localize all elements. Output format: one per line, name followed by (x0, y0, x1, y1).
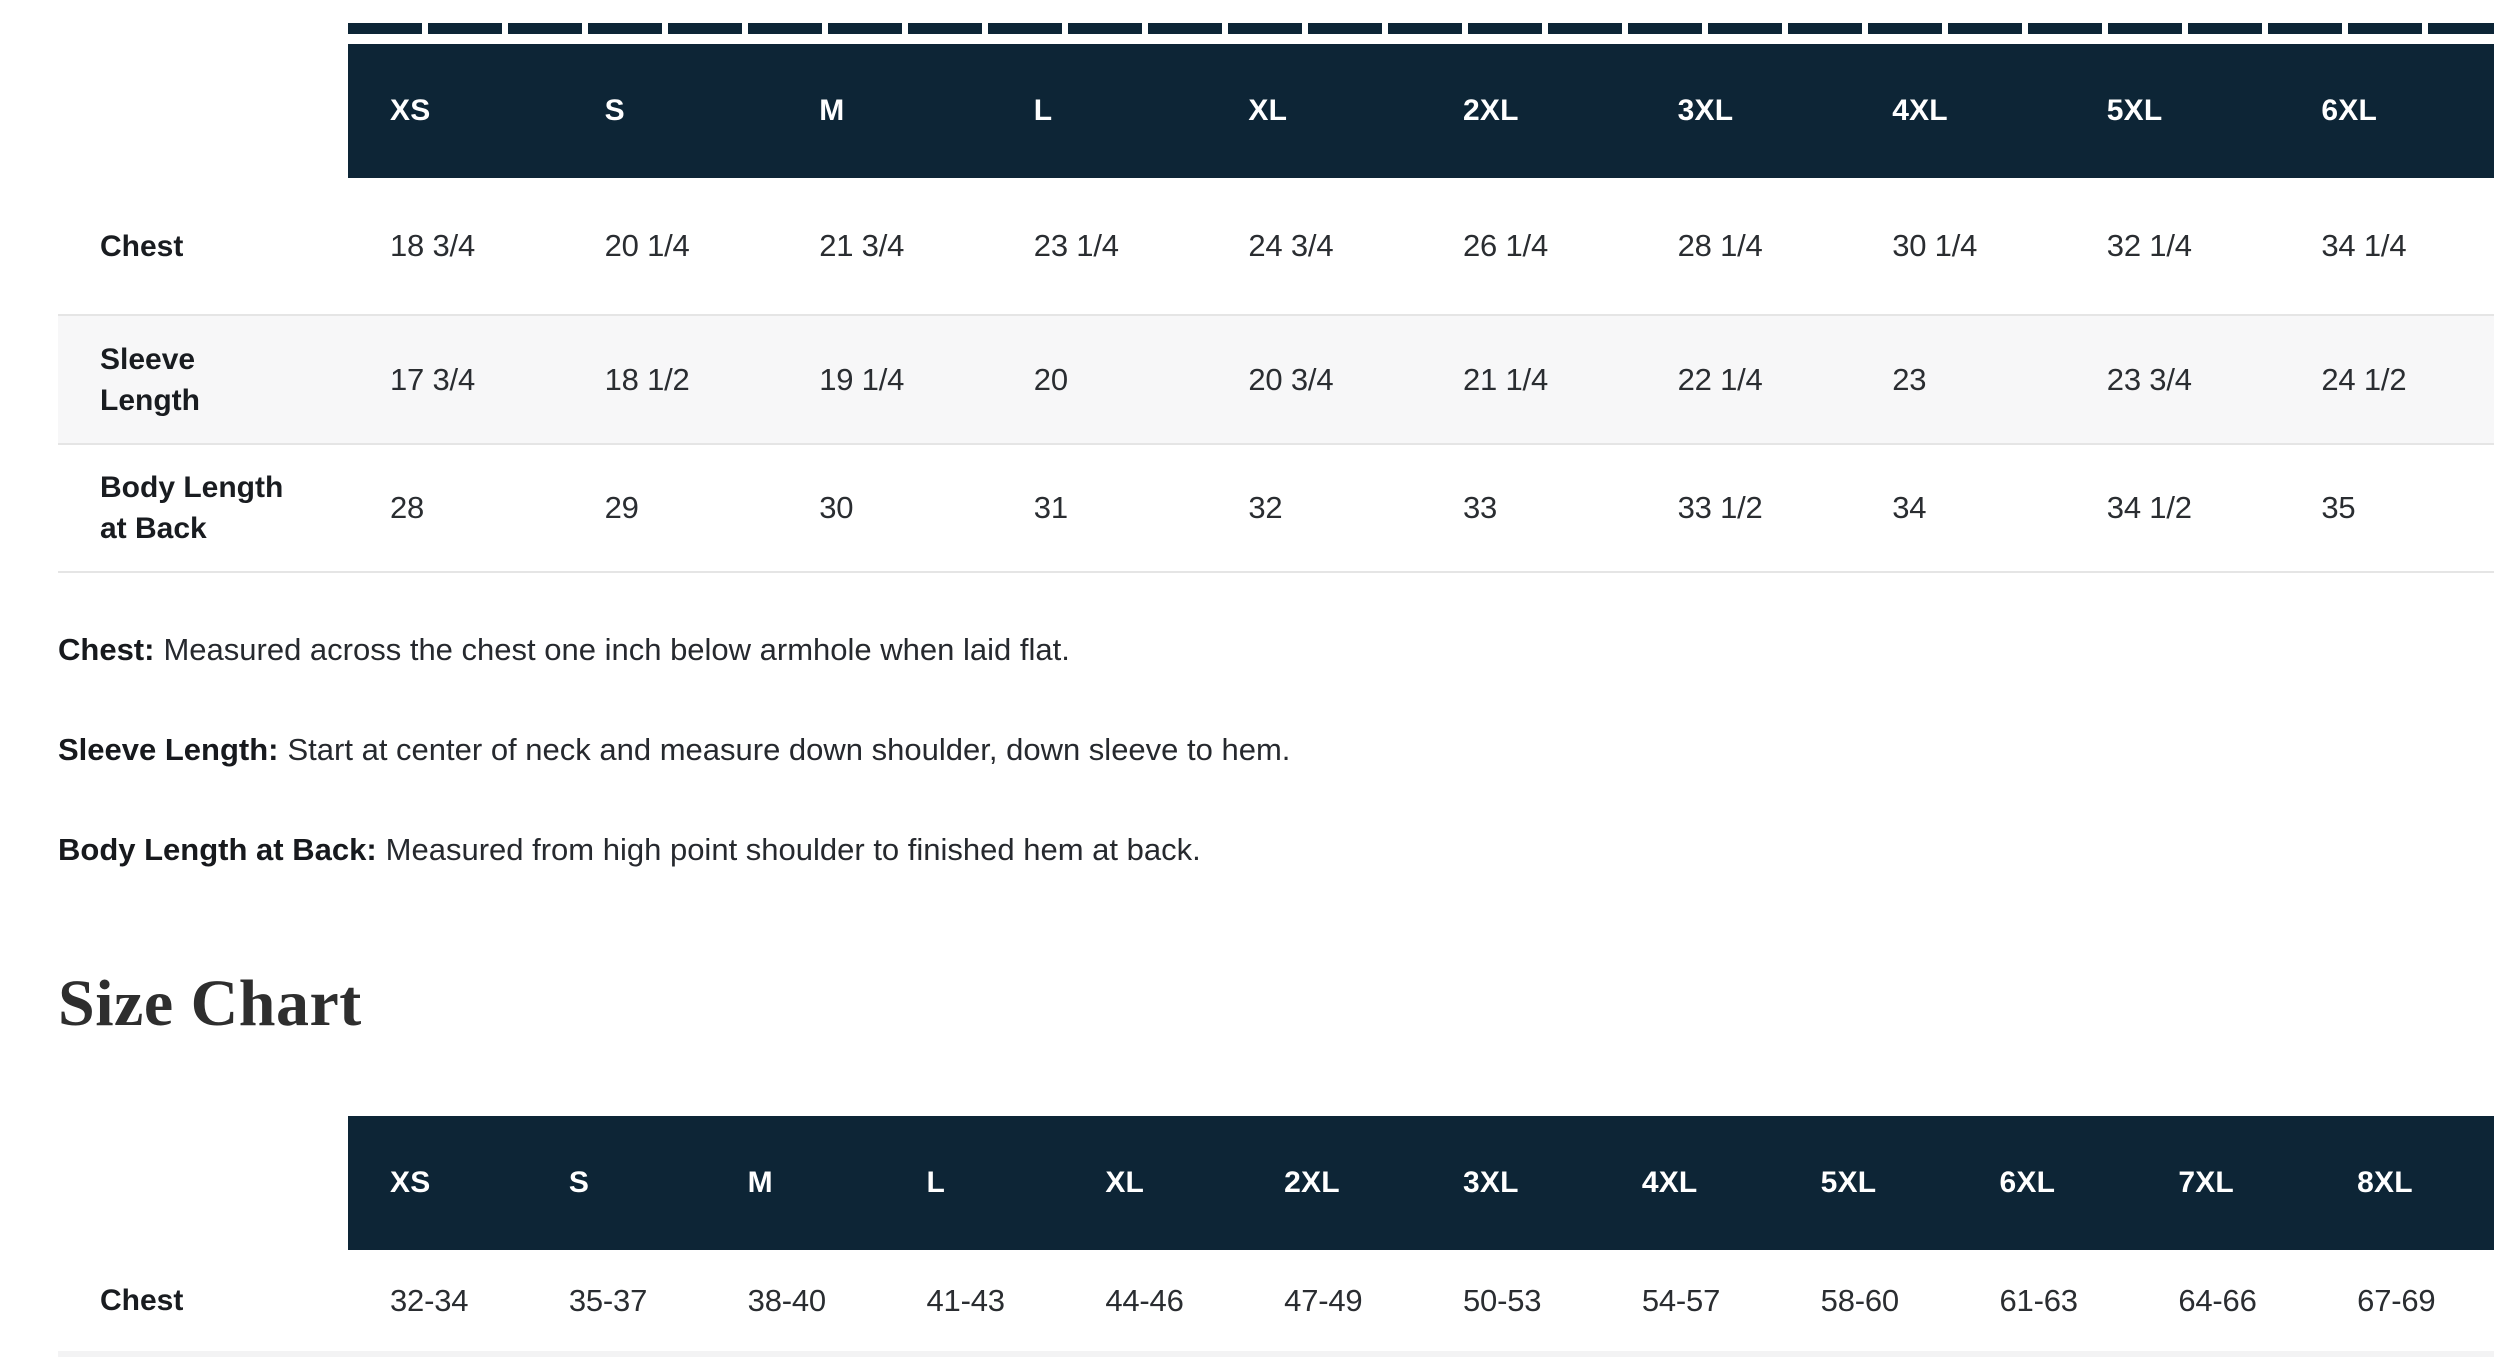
measurement-cell: 21 3/4 (819, 228, 905, 263)
size-column-header: XL (1063, 1116, 1243, 1250)
measurement-cell: 30 (819, 490, 854, 525)
measurement-cell: 29 (604, 490, 639, 525)
size-column-header: 7XL (2136, 1116, 2316, 1250)
measurement-cell: 17 3/4 (390, 361, 475, 397)
measurement-note: Sleeve Length: Start at center of neck an… (58, 730, 2494, 770)
measurement-cell: 61-63 (1999, 1282, 2078, 1318)
measurement-cell: 54-57 (1641, 1282, 1721, 1318)
size-column-header: 2XL (1242, 1116, 1421, 1250)
size-column-header: 5XL (2064, 44, 2280, 178)
size-column-header: S (562, 44, 778, 178)
size-chart-table: XS S M L XL 2XL 3XL 4XL 5XL 6XL 7XL 8XL Chest 32-34 35… (58, 1116, 2494, 1351)
size-column-header: L (991, 44, 1207, 178)
measurement-cell: 58-60 (1820, 1282, 1899, 1318)
table-header-row: XS S M L XL 2XL 3XL 4XL 5XL 6XL 7XL 8XL (58, 1116, 2494, 1250)
measurement-cell: 67-69 (2357, 1282, 2436, 1318)
table-row: Chest 18 3/4 20 1/4 21 3/4 23 1/4 24 3/4 26 1/… (58, 178, 2494, 314)
size-column-header: L (884, 1116, 1064, 1250)
note-term: Sleeve Length: (58, 732, 279, 767)
measurement-cell: 19 1/4 (819, 361, 905, 397)
table-header-row: XS S M L XL 2XL 3XL 4XL 5XL 6XL (58, 44, 2494, 178)
measurement-cell: 20 (1033, 361, 1068, 397)
measurement-cell: 22 1/4 (1677, 361, 1763, 397)
measurement-note: Body Length at Back: Measured from high p… (58, 830, 2494, 870)
row-label: Chest (100, 1284, 184, 1317)
size-column-header: M (777, 44, 992, 178)
measurement-cell: 38-40 (747, 1282, 826, 1318)
size-chart-page: XS S M L XL 2XL 3XL 4XL 5XL 6XL Chest 18 3/4 20 1/4 2… (58, 0, 2494, 1357)
measurement-cell: 33 1/2 (1677, 490, 1763, 525)
measurement-cell: 21 1/4 (1463, 361, 1548, 397)
page-title: Size Chart (58, 967, 362, 1040)
cropped-next-row-strip (58, 1351, 2494, 1357)
measurement-cell: 32-34 (390, 1282, 469, 1318)
measurement-cell: 31 (1033, 490, 1068, 525)
measurement-cell: 26 1/4 (1463, 228, 1548, 263)
row-label: Body Length at Back (100, 471, 284, 545)
measurement-cell: 20 3/4 (1248, 361, 1334, 397)
note-text: Start at center of neck and measure down… (287, 732, 1291, 767)
size-column-header: 4XL (1599, 1116, 1779, 1250)
header-spacer (58, 1116, 348, 1250)
size-column-header: XL (1206, 44, 1421, 178)
measurement-cell: 23 (1892, 361, 1927, 397)
size-column-header: 8XL (2315, 1116, 2494, 1250)
note-term: Chest: (58, 632, 155, 667)
measurement-cell: 35-37 (568, 1282, 648, 1318)
size-column-header: M (705, 1116, 885, 1250)
measurement-note: Chest: Measured across the chest one inch… (58, 630, 2494, 670)
note-text: Measured from high point shoulder to fin… (385, 832, 1201, 867)
row-label-cell: Body Length at Back (58, 445, 348, 571)
measurement-cell: 34 1/2 (2106, 490, 2192, 525)
measurement-cell: 32 (1248, 490, 1283, 525)
row-label-cell: Chest (58, 178, 348, 314)
measurement-cell: 44-46 (1105, 1282, 1184, 1318)
size-column-header: 3XL (1635, 44, 1851, 178)
table-row: Chest 32-34 35-37 38-40 41-43 44-46 47-49 50-53… (58, 1250, 2494, 1351)
size-column-header: 5XL (1778, 1116, 1958, 1250)
measurement-table: XS S M L XL 2XL 3XL 4XL 5XL 6XL Chest 18 3/4 20 1/4 2… (58, 44, 2494, 573)
measurement-cell: 28 1/4 (1677, 228, 1763, 263)
size-column-header: S (526, 1116, 706, 1250)
size-column-header: 6XL (2279, 44, 2494, 178)
measurement-cell: 47-49 (1284, 1282, 1363, 1318)
measurement-cell: 24 3/4 (1248, 228, 1334, 263)
measurement-cell: 18 3/4 (390, 228, 475, 263)
row-label-cell: Sleeve Length (58, 316, 348, 443)
measurement-cell: 35 (2321, 490, 2356, 525)
measurement-cell: 30 1/4 (1892, 228, 1978, 263)
measurement-cell: 64-66 (2178, 1282, 2257, 1318)
table-row: Body Length at Back 28 29 30 31 32 33 33 1/2 34 3… (58, 445, 2494, 573)
note-term: Body Length at Back: (58, 832, 377, 867)
measurement-cell: 23 1/4 (1033, 228, 1119, 263)
cropped-content-strip (348, 23, 2494, 34)
header-spacer (58, 44, 348, 178)
size-column-header: 4XL (1850, 44, 2065, 178)
size-column-header: XS (348, 44, 563, 178)
measurement-cell: 32 1/4 (2106, 228, 2192, 263)
row-label-cell: Chest (58, 1250, 348, 1351)
size-column-header: XS (348, 1116, 527, 1250)
measurement-cell: 18 1/2 (604, 361, 690, 397)
measurement-cell: 23 3/4 (2106, 361, 2192, 397)
table-row: Sleeve Length 17 3/4 18 1/2 19 1/4 20 20 3/4 2… (58, 314, 2494, 445)
measurement-cell: 20 1/4 (604, 228, 690, 263)
measurement-cell: 24 1/2 (2321, 361, 2407, 397)
measurement-cell: 33 (1463, 490, 1498, 525)
measurement-cell: 50-53 (1462, 1282, 1542, 1318)
row-label: Sleeve Length (100, 342, 200, 417)
measurement-cell: 34 1/4 (2321, 228, 2407, 263)
measurement-notes: Chest: Measured across the chest one inch… (58, 630, 2494, 930)
size-column-header: 6XL (1957, 1116, 2137, 1250)
note-text: Measured across the chest one inch below… (163, 632, 1070, 667)
size-column-header: 3XL (1420, 1116, 1600, 1250)
row-label: Chest (100, 229, 184, 263)
measurement-cell: 41-43 (926, 1282, 1005, 1318)
measurement-cell: 28 (390, 490, 425, 525)
size-column-header: 2XL (1421, 44, 1636, 178)
measurement-cell: 34 (1892, 490, 1927, 525)
